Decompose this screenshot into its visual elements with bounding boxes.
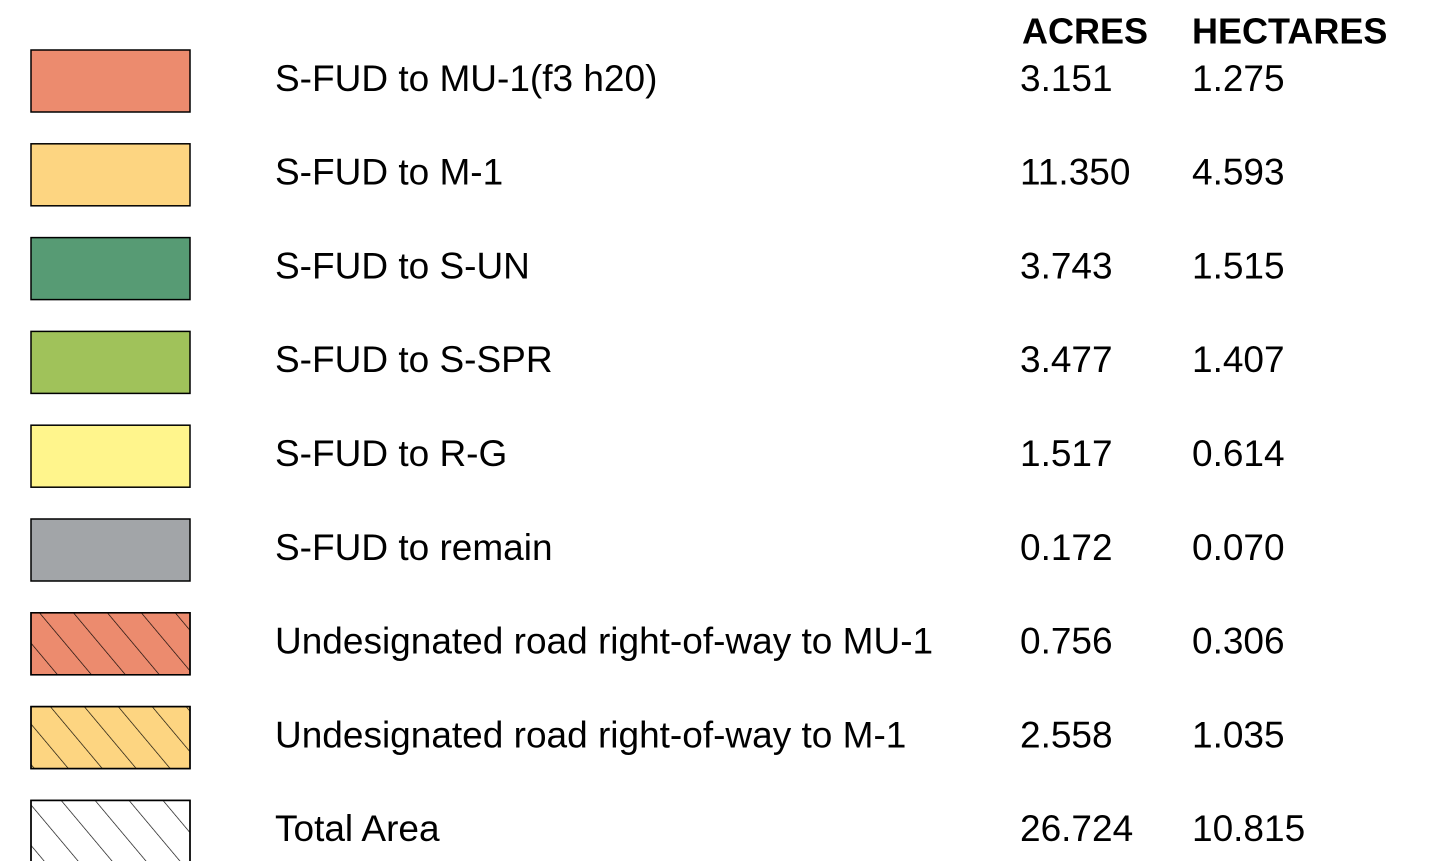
hectares-value: 1.275 [1192,58,1285,99]
row-label: S-FUD to M-1 [275,152,503,193]
column-header: HECTARES [1192,11,1387,52]
row-label: S-FUD to S-SPR [275,339,553,380]
hectares-value: 10.815 [1192,808,1305,849]
acres-value: 0.172 [1020,527,1113,568]
acres-value: 11.350 [1020,152,1130,193]
hectares-value: 1.035 [1192,714,1285,755]
acres-value: 3.743 [1020,245,1113,286]
row-label: S-FUD to S-UN [275,245,530,286]
swatch [30,236,191,301]
hectares-value: 1.515 [1192,245,1285,286]
swatch-hatch [30,799,191,861]
row-label: Undesignated road right-of-way to M-1 [275,714,906,755]
row-label: Undesignated road right-of-way to MU-1 [275,621,933,662]
hectares-value: 1.407 [1192,339,1285,380]
hectares-value: 4.593 [1192,152,1285,193]
acres-value: 3.151 [1020,58,1113,99]
swatch-hatch [30,705,191,770]
swatch [30,143,191,207]
row-label: S-FUD to MU-1(f3 h20) [275,58,657,99]
column-header: ACRES [1022,11,1148,52]
acres-value: 26.724 [1020,808,1133,849]
hectares-value: 0.306 [1192,621,1285,662]
acres-value: 3.477 [1020,339,1113,380]
acres-value: 2.558 [1020,714,1113,755]
acres-value: 1.517 [1020,433,1113,474]
swatch [30,330,191,395]
swatch [30,49,191,113]
swatch [30,424,191,488]
hectares-value: 0.070 [1192,527,1285,568]
row-label: S-FUD to remain [275,527,553,568]
swatch [30,518,191,582]
row-label: Total Area [275,808,440,849]
row-label: S-FUD to R-G [275,433,507,474]
acres-value: 0.756 [1020,621,1113,662]
swatch-hatch [30,612,191,676]
hectares-value: 0.614 [1192,433,1285,474]
